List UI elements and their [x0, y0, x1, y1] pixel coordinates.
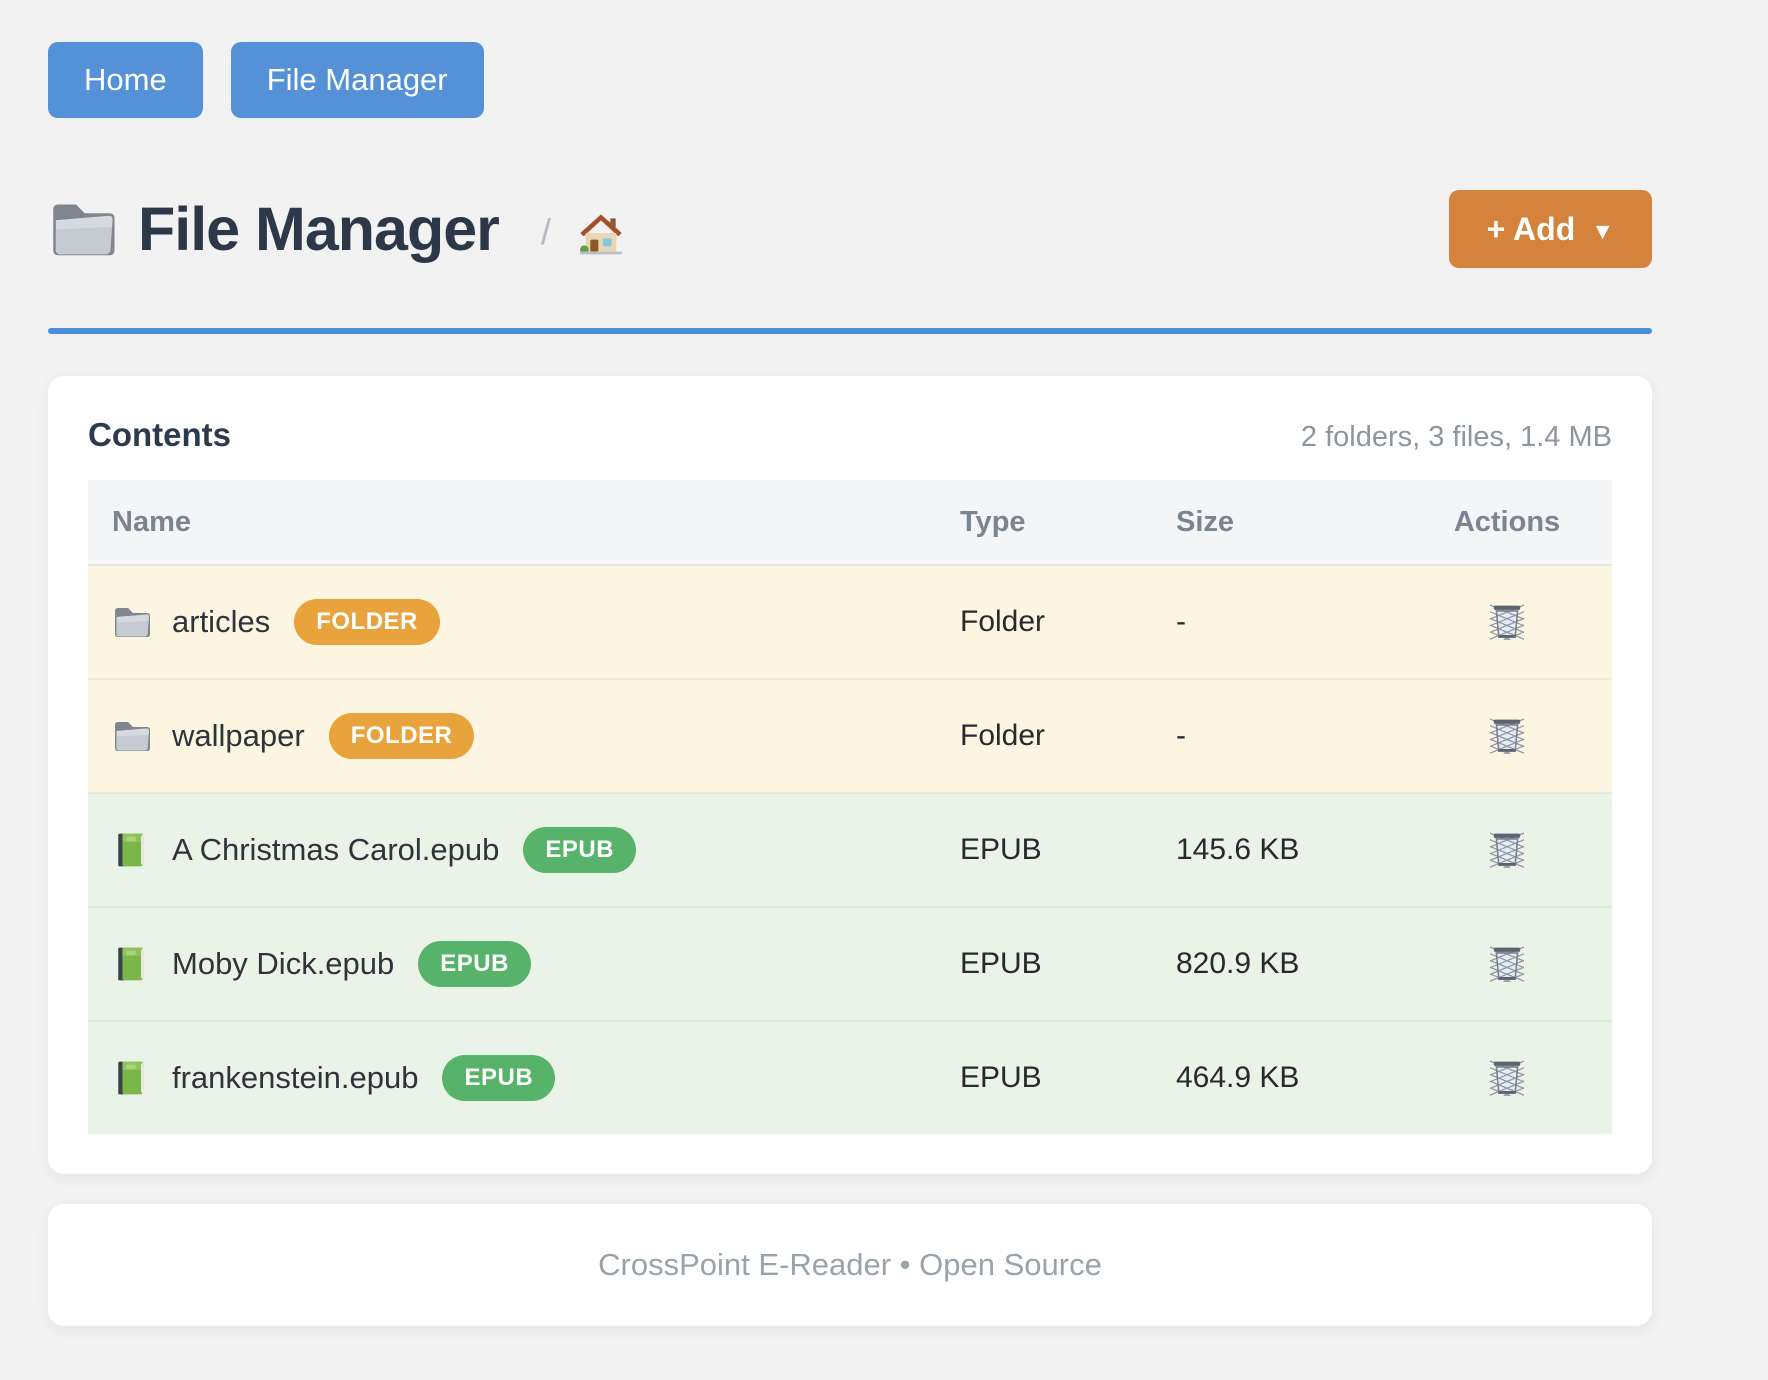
- file-table: Name Type Size Actions articles FOLDER F…: [88, 480, 1612, 1134]
- folder-icon: [112, 718, 152, 754]
- type-badge: EPUB: [442, 1055, 556, 1101]
- file-name: articles: [172, 604, 271, 639]
- type-badge: FOLDER: [294, 599, 440, 645]
- file-name: wallpaper: [172, 718, 305, 753]
- file-name: A Christmas Carol.epub: [172, 832, 500, 867]
- file-manager-nav-button[interactable]: File Manager: [230, 42, 484, 118]
- trash-icon: [1490, 1058, 1524, 1096]
- folder-icon: [112, 604, 152, 640]
- size-cell: 464.9 KB: [1176, 1061, 1300, 1094]
- size-cell: -: [1176, 719, 1186, 752]
- trash-icon: [1490, 602, 1524, 640]
- table-row[interactable]: articles FOLDER Folder -: [88, 565, 1612, 679]
- table-body: articles FOLDER Folder - wallpaper: [88, 565, 1612, 1134]
- page: Home File Manager File Manager / + Add ▼…: [48, 42, 1652, 1326]
- size-cell: 820.9 KB: [1176, 947, 1300, 980]
- delete-button[interactable]: [1484, 938, 1530, 988]
- column-header-name: Name: [88, 480, 936, 565]
- footer-card: CrossPoint E-Reader • Open Source: [48, 1204, 1652, 1326]
- table-row[interactable]: A Christmas Carol.epub EPUB EPUB 145.6 K…: [88, 793, 1612, 907]
- table-row[interactable]: wallpaper FOLDER Folder -: [88, 679, 1612, 793]
- column-header-type: Type: [936, 480, 1152, 565]
- accent-divider: [48, 328, 1652, 334]
- column-header-actions: Actions: [1402, 480, 1612, 565]
- type-cell: EPUB: [960, 833, 1042, 866]
- page-header: File Manager / + Add ▼: [48, 184, 1652, 274]
- type-cell: EPUB: [960, 947, 1042, 980]
- type-cell: Folder: [960, 605, 1046, 638]
- file-name: frankenstein.epub: [172, 1060, 419, 1095]
- add-button-label: + Add: [1486, 210, 1576, 247]
- top-nav: Home File Manager: [48, 42, 1652, 118]
- table-header-row: Name Type Size Actions: [88, 480, 1612, 565]
- type-badge: EPUB: [418, 941, 531, 987]
- table-row[interactable]: frankenstein.epub EPUB EPUB 464.9 KB: [88, 1021, 1612, 1134]
- footer-text: CrossPoint E-Reader • Open Source: [598, 1247, 1102, 1282]
- book-icon: [112, 946, 152, 982]
- delete-button[interactable]: [1484, 596, 1530, 646]
- breadcrumb-separator: /: [540, 211, 551, 252]
- trash-icon: [1490, 716, 1524, 754]
- file-name: Moby Dick.epub: [172, 946, 395, 981]
- contents-summary: 2 folders, 3 files, 1.4 MB: [1300, 421, 1612, 453]
- contents-card: Contents 2 folders, 3 files, 1.4 MB Name…: [48, 376, 1652, 1174]
- home-icon[interactable]: [577, 202, 625, 256]
- delete-button[interactable]: [1484, 824, 1530, 874]
- delete-button[interactable]: [1484, 1052, 1530, 1102]
- table-row[interactable]: Moby Dick.epub EPUB EPUB 820.9 KB: [88, 907, 1612, 1021]
- add-button[interactable]: + Add ▼: [1448, 190, 1652, 268]
- type-cell: EPUB: [960, 1061, 1042, 1094]
- type-cell: Folder: [960, 719, 1046, 752]
- size-cell: -: [1176, 605, 1186, 638]
- type-badge: FOLDER: [328, 713, 475, 759]
- size-cell: 145.6 KB: [1176, 833, 1300, 866]
- trash-icon: [1490, 944, 1524, 982]
- book-icon: [112, 832, 152, 868]
- column-header-size: Size: [1152, 480, 1402, 565]
- chevron-down-icon: ▼: [1591, 217, 1614, 244]
- folder-icon: [48, 198, 118, 260]
- page-title: File Manager: [138, 195, 500, 263]
- home-nav-button[interactable]: Home: [48, 42, 203, 118]
- book-icon: [112, 1060, 152, 1096]
- delete-button[interactable]: [1484, 710, 1530, 760]
- type-badge: EPUB: [523, 827, 637, 873]
- trash-icon: [1490, 830, 1524, 868]
- contents-heading: Contents: [88, 416, 231, 453]
